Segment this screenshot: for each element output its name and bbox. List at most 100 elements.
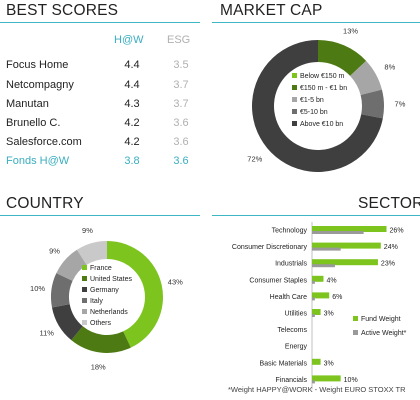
legend-swatch <box>82 309 87 314</box>
slice-value-label: 10% <box>30 284 45 293</box>
fund-weight-bar <box>312 292 330 299</box>
hw-score: 4.3 <box>124 98 140 110</box>
fund-weight-bar <box>312 242 381 249</box>
esg-score: 3.5 <box>173 59 189 71</box>
sector-title: SECTOR <box>358 195 420 212</box>
slice-value-label: 11% <box>40 329 55 338</box>
legend-swatch <box>82 265 87 270</box>
sector-category-label: Industrials <box>275 261 307 268</box>
best-scores-rule <box>0 22 200 23</box>
esg-score: 3.6 <box>173 136 189 148</box>
esg-score: 3.6 <box>173 155 189 167</box>
best-scores-panel: BEST SCORES H@W ESG Focus Home 4.4 3.5 N… <box>0 0 210 180</box>
legend-swatch <box>292 73 297 78</box>
company-name: Manutan <box>6 98 49 110</box>
table-row: Focus Home 4.4 3.5 <box>6 59 196 79</box>
legend-swatch <box>82 298 87 303</box>
column-header-esg: ESG <box>167 34 191 46</box>
legend-swatch <box>292 85 297 90</box>
legend-swatch <box>353 330 358 335</box>
hw-score: 4.4 <box>124 59 140 71</box>
legend-label: Germany <box>90 287 119 294</box>
donut-slice-france <box>107 241 164 348</box>
active-weight-bar <box>312 297 315 301</box>
donut-slice-germany <box>51 304 83 341</box>
legend-label: France <box>90 265 112 272</box>
esg-score: 3.7 <box>173 79 189 91</box>
sector-bar-chart: Technology 26% Consumer Discretionary 24% In… <box>228 222 407 394</box>
company-name: Brunello C. <box>6 117 61 129</box>
company-name: Netcompagny <box>6 79 74 91</box>
market-cap-donut-chart: 13% 8% 7% 72% Below €150 m €150 m - €1 bn €1-… <box>247 27 406 173</box>
fund-weight-bar <box>312 309 321 315</box>
table-row: Netcompagny 4.4 3.7 <box>6 79 196 99</box>
fund-weight-bar <box>312 259 378 266</box>
sector-category-label: Technology <box>272 228 308 235</box>
sector-value-label: 4% <box>326 277 336 284</box>
table-row: Brunello C. 4.2 3.6 <box>6 117 196 137</box>
slice-value-label: 9% <box>82 226 93 235</box>
hw-score: 4.2 <box>124 117 140 129</box>
hw-score: 4.4 <box>124 79 140 91</box>
legend-swatch <box>82 276 87 281</box>
donut-slice-150-m-1-bn <box>318 40 367 76</box>
fund-name: Fonds H@W <box>6 155 70 167</box>
active-weight-bar <box>312 231 364 234</box>
legend-label: Above €10 bn <box>300 121 343 128</box>
legend-swatch <box>82 320 87 325</box>
legend-swatch <box>292 97 297 102</box>
sector-value-label: 10% <box>344 377 358 384</box>
legend-swatch <box>353 316 358 321</box>
fund-row: Fonds H@W 3.8 3.6 <box>6 155 196 175</box>
country-rule <box>0 215 200 216</box>
legend-label: €5-10 bn <box>300 109 328 116</box>
table-row: Salesforce.com 4.2 3.6 <box>6 136 196 156</box>
slice-value-label: 9% <box>49 247 60 256</box>
legend-label: €150 m - €1 bn <box>300 85 347 92</box>
sector-category-label: Consumer Discretionary <box>232 244 308 251</box>
sector-value-label: 3% <box>324 360 334 367</box>
hw-score: 4.2 <box>124 136 140 148</box>
fund-weight-bar <box>312 375 341 382</box>
sector-category-label: Energy <box>285 344 308 351</box>
legend-label: United States <box>90 276 133 283</box>
sector-category-label: Telecoms <box>277 327 307 334</box>
sector-category-label: Health Care <box>270 294 307 301</box>
esg-score: 3.7 <box>173 98 189 110</box>
company-name: Focus Home <box>6 59 69 71</box>
slice-value-label: 18% <box>91 362 106 371</box>
slice-value-label: 43% <box>168 278 183 287</box>
active-weight-bar <box>312 380 315 384</box>
legend-swatch <box>292 121 297 126</box>
market-cap-rule <box>212 22 420 23</box>
donut-slice-italy <box>50 273 73 308</box>
active-weight-bar <box>312 314 315 317</box>
sector-footnote: *Weight HAPPY@WORK - Weight EURO STOXX T… <box>228 385 406 394</box>
slice-value-label: 13% <box>343 27 358 36</box>
donut-slice-united-states <box>71 326 131 353</box>
legend-swatch <box>292 109 297 114</box>
active-weight-bar <box>312 264 335 268</box>
sector-value-label: 3% <box>324 311 334 318</box>
legend-label: €1-5 bn <box>300 97 324 104</box>
best-scores-title: BEST SCORES <box>6 2 119 19</box>
country-donut-chart: 43% 18% 11% 10% 9% 9% France United States Germ… <box>30 226 183 372</box>
company-name: Salesforce.com <box>6 136 82 148</box>
slice-value-label: 8% <box>384 62 395 71</box>
fund-weight-bar <box>312 226 387 232</box>
sector-category-label: Basic Materials <box>260 360 308 367</box>
legend-label: Below €150 m <box>300 73 345 80</box>
column-header-hw: H@W <box>114 34 144 46</box>
active-weight-bar <box>312 247 341 251</box>
sector-category-label: Financials <box>275 377 307 384</box>
sector-rule <box>212 215 420 216</box>
country-title: COUNTRY <box>6 195 84 212</box>
sector-value-label: 24% <box>384 244 398 251</box>
sector-value-label: 6% <box>332 294 342 301</box>
legend-swatch <box>82 287 87 292</box>
legend-label: Fund Weight <box>361 316 401 323</box>
market-cap-title: MARKET CAP <box>220 2 323 19</box>
legend-label: Others <box>90 320 112 327</box>
sector-category-label: Consumer Staples <box>249 277 307 284</box>
donut-slice-above-10-bn <box>252 40 383 173</box>
